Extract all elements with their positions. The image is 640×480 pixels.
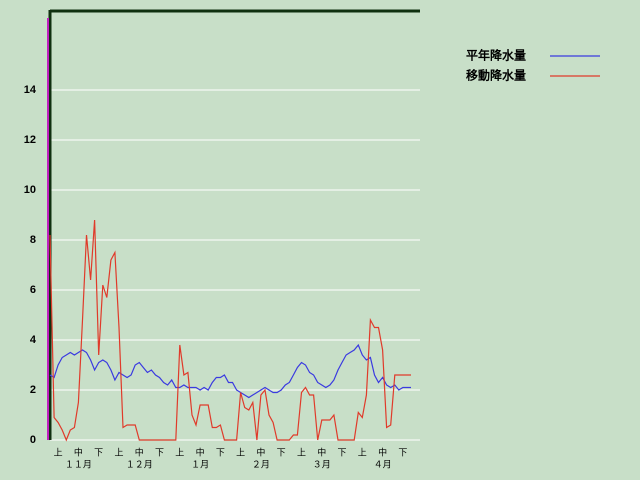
x-tick-label: 下 xyxy=(155,449,164,459)
month-label: ２月 xyxy=(252,460,270,471)
x-tick-label: 上 xyxy=(236,448,245,459)
x-tick-label: 上 xyxy=(54,448,63,459)
y-tick-label: 2 xyxy=(30,384,36,396)
x-tick-label: 中 xyxy=(378,447,387,459)
y-tick-label: 4 xyxy=(30,334,37,346)
y-tick-label: 8 xyxy=(30,234,36,246)
x-tick-label: 上 xyxy=(297,448,306,459)
x-tick-label: 下 xyxy=(338,449,347,459)
x-tick-label: 上 xyxy=(114,448,123,459)
x-tick-label: 上 xyxy=(175,448,184,459)
x-tick-label: 下 xyxy=(216,449,225,459)
x-tick-label: 中 xyxy=(135,447,144,459)
legend-label: 平年降水量 xyxy=(466,48,526,63)
month-label: １月 xyxy=(191,460,209,471)
y-tick-label: 14 xyxy=(24,84,37,96)
x-tick-label: 中 xyxy=(256,447,265,459)
series-line xyxy=(49,219,411,442)
month-label: １１月 xyxy=(65,460,92,471)
series-line xyxy=(49,343,411,399)
x-tick-label: 下 xyxy=(398,449,407,459)
legend-label: 移動降水量 xyxy=(466,68,526,83)
x-tick-label: 下 xyxy=(277,449,286,459)
month-label: ４月 xyxy=(374,460,392,471)
x-tick-label: 中 xyxy=(196,447,205,459)
x-tick-label: 下 xyxy=(94,449,103,459)
x-tick-label: 中 xyxy=(317,447,326,459)
y-tick-label: 12 xyxy=(24,134,36,146)
y-tick-label: 0 xyxy=(30,434,36,446)
y-tick-label: 6 xyxy=(30,284,36,296)
month-label: １２月 xyxy=(126,460,153,471)
month-label: ３月 xyxy=(313,460,331,471)
x-tick-label: 中 xyxy=(74,447,83,459)
y-tick-label: 10 xyxy=(24,184,36,196)
x-tick-label: 上 xyxy=(358,448,367,459)
